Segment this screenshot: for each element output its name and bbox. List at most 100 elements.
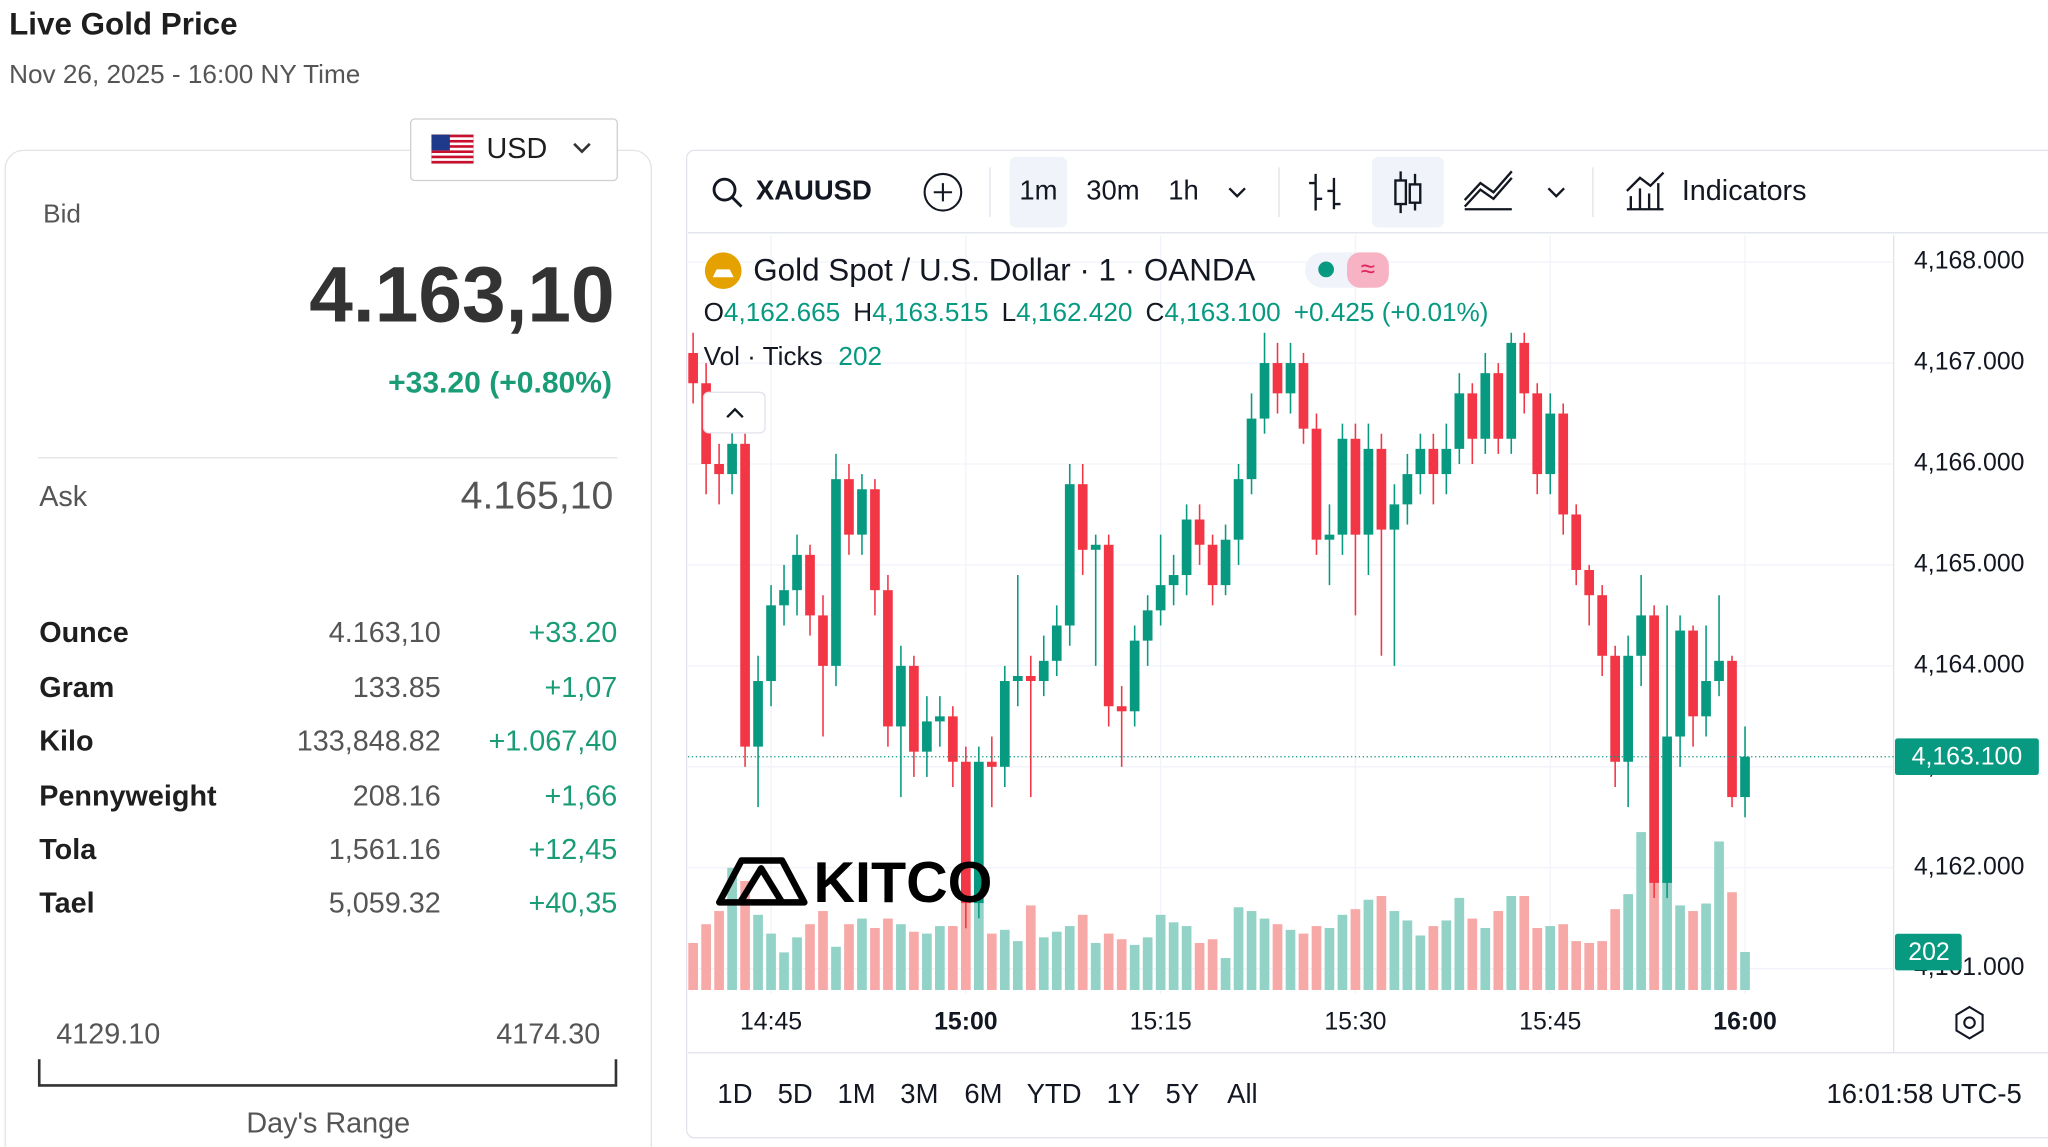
candle-body: [1220, 539, 1231, 586]
volume-bar: [1441, 920, 1452, 990]
volume-bar: [1519, 895, 1530, 990]
candle-body: [1467, 393, 1478, 439]
candle-body: [1272, 363, 1283, 394]
volume-bar: [1376, 895, 1387, 990]
volume-bar: [740, 880, 750, 990]
interval-menu[interactable]: [1228, 187, 1246, 198]
collapse-legend[interactable]: [702, 391, 766, 434]
candle-body: [1519, 342, 1530, 394]
interval[interactable]: 1m: [1019, 174, 1057, 205]
volume-bar: [1402, 920, 1413, 990]
candle-body: [1454, 393, 1465, 449]
ohlc-legend: O 4,162.665 H 4,163.515 L 4,162.420 C 4,163.100…: [704, 297, 1489, 327]
candle-body: [1116, 706, 1127, 712]
candle-body: [1077, 484, 1088, 550]
range-button[interactable]: 5D: [778, 1078, 813, 1109]
volume-bar: [1168, 922, 1179, 990]
candle-body: [766, 605, 776, 682]
volume-bar: [1675, 905, 1685, 990]
volume-bar: [1259, 918, 1270, 990]
candle-body: [1103, 544, 1114, 707]
volume-bar: [1246, 911, 1257, 990]
candle-body: [1480, 373, 1491, 439]
candle-body: [1649, 615, 1659, 883]
ask-label: Ask: [39, 481, 88, 513]
candle-body: [1285, 363, 1296, 394]
range-button[interactable]: All: [1227, 1078, 1258, 1109]
indicators-button[interactable]: Indicators: [1682, 175, 1807, 207]
chart-panel: [685, 149, 2048, 1139]
candle-body: [1571, 514, 1582, 570]
x-tick-label: 15:30: [1324, 1008, 1386, 1035]
range-button[interactable]: 6M: [964, 1078, 1002, 1109]
volume-bar: [805, 924, 815, 990]
style-menu[interactable]: [1547, 187, 1565, 198]
candle-body: [1012, 675, 1023, 682]
volume-bar: [1155, 914, 1166, 990]
quote-card: [4, 149, 652, 1147]
volume-legend-value: 202: [838, 341, 882, 371]
volume-bar: [1493, 911, 1504, 990]
interval[interactable]: 30m: [1086, 174, 1139, 205]
unit-name: Tola: [39, 834, 97, 866]
bid-label: Bid: [43, 199, 81, 229]
symbol-icon-bars: [712, 269, 734, 278]
candle-body: [753, 681, 763, 747]
page-subtitle: Nov 26, 2025 - 16:00 NY Time: [9, 59, 360, 89]
symbol-search[interactable]: XAUUSD: [712, 174, 872, 208]
ohlc-label: O: [704, 297, 724, 327]
candle-body: [1311, 428, 1322, 540]
candle-style-selected[interactable]: [1371, 156, 1444, 228]
symbol: XAUUSD: [756, 174, 872, 205]
currency-select[interactable]: USD: [409, 118, 618, 182]
compare-button[interactable]: [923, 172, 963, 212]
unit-value: 5,059.32: [329, 888, 441, 920]
candle-body: [1441, 448, 1452, 475]
bar-style[interactable]: [1309, 173, 1341, 211]
candle-body: [1363, 448, 1374, 535]
bid-change: +33.20 (+0.80%): [388, 366, 612, 399]
x-tick-label: 14:45: [740, 1008, 802, 1035]
volume-legend: Vol · Ticks: [704, 341, 823, 371]
volume-bar: [1220, 958, 1231, 990]
volume-bar: [1116, 939, 1127, 990]
volume-bar: [1714, 841, 1724, 990]
candle-body: [1428, 448, 1439, 475]
candle-body: [883, 590, 893, 727]
volume-bar: [1623, 894, 1633, 990]
volume-bar: [1428, 926, 1439, 990]
volume-bar: [948, 926, 958, 990]
volume-bar: [1688, 911, 1698, 990]
candle-body: [1025, 675, 1036, 682]
candle-body: [1584, 569, 1595, 596]
unit-table: Ounce 4.163,10 +33.20 Gram 133.85 +1,07 Kilo 13…: [39, 617, 617, 920]
range-buttons: 1D 5D 1M 3M 6M YTD 1Y 5Y All: [717, 1078, 1257, 1109]
volume-bar: [986, 933, 997, 990]
unit-value: 133.85: [353, 672, 441, 704]
unit-change: +33.20: [528, 617, 617, 649]
candle-body: [727, 443, 737, 475]
y-tick-label: 4,167.000: [1914, 349, 2024, 376]
volume-bar: [1103, 933, 1114, 990]
area-style[interactable]: [1463, 170, 1513, 211]
volume-bar: [1311, 926, 1322, 990]
candle-body: [1662, 736, 1672, 883]
indicators-icon[interactable]: [1626, 171, 1665, 211]
unit-value: 1,561.16: [329, 834, 441, 866]
unit-change: +1,07: [544, 672, 617, 704]
unit-change: +40,35: [528, 888, 617, 920]
range-button[interactable]: 1D: [717, 1078, 752, 1109]
volume-bar: [1298, 933, 1309, 990]
range-button[interactable]: YTD: [1027, 1078, 1082, 1109]
settings[interactable]: [1955, 1005, 1984, 1040]
range-button[interactable]: 1Y: [1107, 1078, 1141, 1109]
range-button[interactable]: 5Y: [1165, 1078, 1199, 1109]
interval[interactable]: 1h: [1168, 174, 1199, 205]
candle-body: [1259, 363, 1270, 419]
volume-bar: [1480, 927, 1491, 990]
range-button[interactable]: 1M: [838, 1078, 876, 1109]
volume-bar: [1727, 892, 1737, 990]
candle-body: [844, 479, 854, 535]
volume-bar: [999, 929, 1010, 990]
range-button[interactable]: 3M: [900, 1078, 938, 1109]
